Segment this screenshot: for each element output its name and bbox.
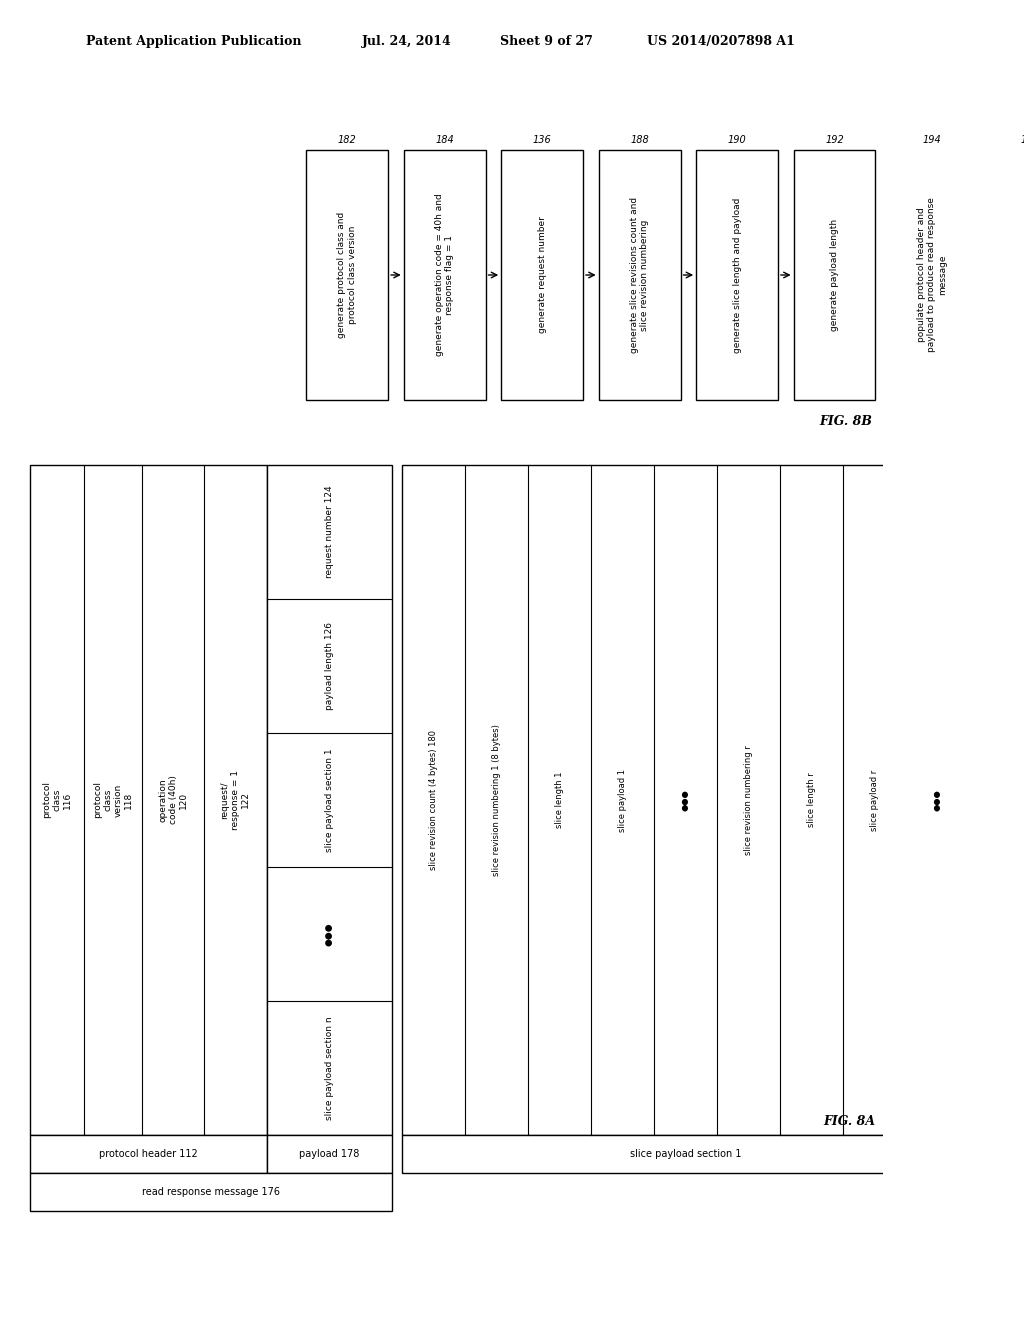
Text: 190: 190 <box>728 135 746 145</box>
FancyBboxPatch shape <box>794 150 876 400</box>
FancyBboxPatch shape <box>696 150 778 400</box>
Text: ●●●: ●●● <box>325 923 334 946</box>
Bar <box>402 1135 969 1173</box>
Text: 192: 192 <box>825 135 844 145</box>
Text: generate slice length and payload: generate slice length and payload <box>732 197 741 352</box>
Text: slice payload 1: slice payload 1 <box>617 768 627 832</box>
FancyBboxPatch shape <box>306 150 388 400</box>
Text: US 2014/0207898 A1: US 2014/0207898 A1 <box>647 36 795 48</box>
Text: 184: 184 <box>435 135 454 145</box>
Bar <box>266 465 391 1135</box>
Text: slice revision numbering 1 (8 bytes): slice revision numbering 1 (8 bytes) <box>492 725 501 876</box>
FancyBboxPatch shape <box>403 150 485 400</box>
Text: slice revision count (4 bytes) 180: slice revision count (4 bytes) 180 <box>429 730 438 870</box>
Text: protocol
class
version
118: protocol class version 118 <box>93 781 133 818</box>
Text: populate protocol header and
payload to produce read response
message: populate protocol header and payload to … <box>918 198 947 352</box>
Text: 182: 182 <box>338 135 356 145</box>
Text: 196: 196 <box>1020 135 1024 145</box>
FancyBboxPatch shape <box>988 150 1024 400</box>
Text: Jul. 24, 2014: Jul. 24, 2014 <box>362 36 452 48</box>
Text: generate operation code = 40h and
response flag = 1: generate operation code = 40h and respon… <box>435 194 455 356</box>
Text: FIG. 8A: FIG. 8A <box>823 1115 876 1129</box>
Text: slice payload section 1: slice payload section 1 <box>325 748 334 851</box>
Text: request number 124: request number 124 <box>325 486 334 578</box>
Bar <box>30 1135 266 1173</box>
Text: 194: 194 <box>923 135 941 145</box>
Text: slice payload section 1: slice payload section 1 <box>630 1148 741 1159</box>
FancyBboxPatch shape <box>599 150 681 400</box>
Text: slice payload r: slice payload r <box>869 770 879 830</box>
Text: Sheet 9 of 27: Sheet 9 of 27 <box>501 36 593 48</box>
Text: ●●●: ●●● <box>933 789 942 810</box>
Text: payload 178: payload 178 <box>299 1148 359 1159</box>
Bar <box>266 1135 391 1173</box>
Text: payload length 126: payload length 126 <box>325 622 334 710</box>
Bar <box>30 1173 391 1210</box>
Text: Patent Application Publication: Patent Application Publication <box>86 36 302 48</box>
Text: read response message 176: read response message 176 <box>142 1187 280 1197</box>
Text: generate request number: generate request number <box>538 216 547 334</box>
Text: generate slice revisions count and
slice revision numbering: generate slice revisions count and slice… <box>630 197 649 352</box>
Text: ●●●: ●●● <box>681 789 690 810</box>
Text: 136: 136 <box>532 135 552 145</box>
Text: slice payload section n: slice payload section n <box>325 1016 334 1119</box>
Text: slice length r: slice length r <box>807 772 816 828</box>
Text: protocol
class
116: protocol class 116 <box>42 781 72 818</box>
Text: slice length 1: slice length 1 <box>555 772 564 828</box>
Text: operation
code (40h)
120: operation code (40h) 120 <box>159 776 188 825</box>
Text: protocol header 112: protocol header 112 <box>99 1148 198 1159</box>
Text: 188: 188 <box>630 135 649 145</box>
Bar <box>30 465 266 1135</box>
Text: slice revision numbering r: slice revision numbering r <box>743 744 753 855</box>
FancyBboxPatch shape <box>891 150 973 400</box>
Text: FIG. 8B: FIG. 8B <box>819 414 872 428</box>
Text: request/
response = 1
122: request/ response = 1 122 <box>220 770 251 830</box>
Text: generate protocol class and
protocol class version: generate protocol class and protocol cla… <box>338 213 357 338</box>
Bar <box>402 465 969 1135</box>
FancyBboxPatch shape <box>501 150 583 400</box>
Text: generate payload length: generate payload length <box>830 219 839 331</box>
